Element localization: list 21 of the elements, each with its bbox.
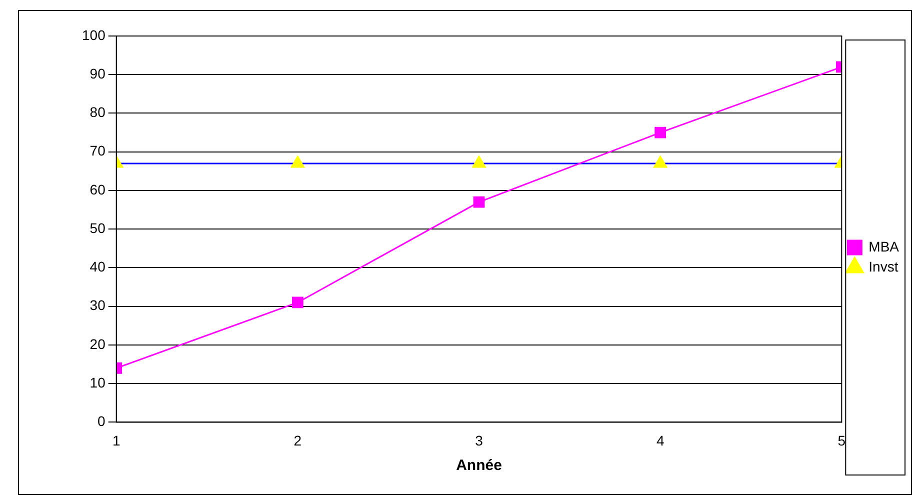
y-tick-label: 40 <box>90 258 106 275</box>
x-tick-label: 3 <box>475 432 484 448</box>
y-tick-label: 30 <box>90 297 106 314</box>
legend-label: MBA <box>868 238 900 254</box>
x-tick-label: 5 <box>838 432 846 448</box>
y-tick-label: 60 <box>90 181 106 198</box>
x-axis-title: Année <box>456 457 502 474</box>
point <box>473 196 485 208</box>
y-tick-label: 90 <box>90 65 106 82</box>
y-tick-label: 10 <box>90 374 106 390</box>
y-tick-label: 0 <box>98 413 106 430</box>
legend-label: Invst <box>868 258 898 274</box>
x-tick-label: 2 <box>294 432 302 448</box>
y-tick-label: 80 <box>90 104 106 120</box>
x-tick-label: 4 <box>656 432 664 448</box>
y-tick-label: 50 <box>90 220 106 236</box>
y-tick-label: 100 <box>82 26 106 43</box>
y-tick-label: 70 <box>90 142 106 159</box>
x-tick-label: 1 <box>112 432 120 448</box>
point <box>472 156 486 168</box>
y-tick-label: 20 <box>90 336 106 352</box>
